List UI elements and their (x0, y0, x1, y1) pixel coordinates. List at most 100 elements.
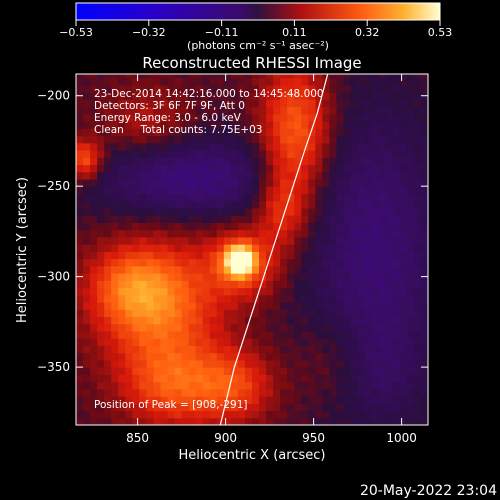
heatmap-cell (209, 280, 218, 289)
heatmap-cell (76, 251, 84, 260)
heatmap-cell (146, 236, 155, 245)
heatmap-cell (209, 128, 218, 137)
heatmap-cell (301, 135, 309, 144)
heatmap-cell (111, 178, 119, 187)
heatmap-cell (153, 215, 162, 223)
heatmap-cell (195, 345, 204, 354)
heatmap-cell (104, 323, 112, 332)
heatmap-cell (385, 157, 394, 166)
heatmap-cell (230, 388, 239, 397)
colorbar-tick-label: −0.11 (205, 26, 239, 39)
heatmap-cell (195, 280, 204, 289)
heatmap-cell (322, 316, 331, 325)
heatmap-cell (308, 236, 316, 245)
heatmap-cell (329, 106, 338, 115)
heatmap-cell (181, 171, 190, 180)
heatmap-cell (125, 359, 133, 368)
heatmap-cell (195, 74, 204, 79)
heatmap-cell (392, 294, 401, 303)
heatmap-cell (350, 381, 359, 390)
heatmap-cell (252, 171, 260, 180)
heatmap-cell (174, 338, 183, 346)
heatmap-cell (322, 74, 331, 79)
heatmap-cell (104, 309, 112, 318)
heatmap-cell (266, 338, 274, 346)
heatmap-cell (111, 135, 119, 144)
heatmap-cell (357, 193, 366, 202)
heatmap-cell (322, 410, 331, 419)
heatmap-cell (160, 244, 169, 252)
heatmap-cell (252, 77, 260, 86)
heatmap-cell (76, 113, 84, 122)
heatmap-cell (83, 280, 91, 289)
heatmap-cell (104, 273, 112, 281)
heatmap-cell (329, 417, 338, 425)
heatmap-cell (139, 309, 147, 318)
heatmap-cell (315, 207, 323, 216)
heatmap-cell (223, 135, 232, 144)
heatmap-cell (132, 244, 140, 252)
heatmap-cell (336, 222, 345, 231)
heatmap-cell (174, 330, 183, 339)
heatmap-cell (174, 149, 183, 158)
heatmap-cell (413, 84, 422, 93)
heatmap-cell (167, 92, 176, 100)
heatmap-cell (125, 84, 133, 93)
heatmap-cell (181, 323, 190, 332)
heatmap-cell (146, 301, 155, 310)
heatmap-cell (287, 417, 295, 425)
heatmap-cell (195, 338, 204, 346)
heatmap-cell (146, 287, 155, 296)
heatmap-cell (357, 280, 366, 289)
heatmap-cell (301, 323, 309, 332)
heatmap-cell (195, 323, 204, 332)
heatmap-cell (83, 171, 91, 180)
heatmap-cell (357, 200, 366, 209)
heatmap-cell (167, 171, 176, 180)
heatmap-cell (216, 265, 225, 274)
heatmap-cell (223, 280, 232, 289)
heatmap-cell (146, 294, 155, 303)
heatmap-cell (216, 236, 225, 245)
heatmap-cell (167, 381, 176, 390)
heatmap-cell (125, 345, 133, 354)
heatmap-cell (329, 149, 338, 158)
heatmap-cell (132, 99, 140, 108)
heatmap-cell (216, 294, 225, 303)
heatmap-cell (97, 178, 105, 187)
heatmap-cell (76, 106, 84, 115)
heatmap-cell (76, 164, 84, 173)
heatmap-cell (252, 301, 260, 310)
heatmap-cell (132, 273, 140, 281)
heatmap-cell (230, 316, 239, 325)
heatmap-cell (181, 352, 190, 361)
heatmap-cell (315, 309, 323, 318)
heatmap-cell (104, 367, 112, 375)
heatmap-cell (125, 294, 133, 303)
heatmap-cell (188, 164, 197, 173)
heatmap-cell (266, 186, 274, 195)
heatmap-cell (132, 207, 140, 216)
heatmap-cell (76, 222, 84, 231)
heatmap-cell (111, 403, 119, 412)
heatmap-cell (301, 410, 309, 419)
heatmap-cell (287, 374, 295, 383)
heatmap-cell (315, 251, 323, 260)
heatmap-cell (153, 403, 162, 412)
heatmap-cell (378, 215, 387, 223)
heatmap-cell (315, 171, 323, 180)
heatmap-cell (413, 157, 422, 166)
heatmap-cell (252, 309, 260, 318)
heatmap-cell (287, 157, 295, 166)
heatmap-cell (301, 316, 309, 325)
heatmap-cell (273, 222, 281, 231)
heatmap-cell (223, 367, 232, 375)
heatmap-cell (132, 388, 140, 397)
heatmap-cell (301, 178, 309, 187)
heatmap-cell (223, 359, 232, 368)
solar-limb-line (219, 74, 329, 425)
heatmap-cell (167, 251, 176, 260)
heatmap-cell (280, 121, 288, 129)
heatmap-cell (406, 345, 415, 354)
heatmap-cell (308, 294, 316, 303)
